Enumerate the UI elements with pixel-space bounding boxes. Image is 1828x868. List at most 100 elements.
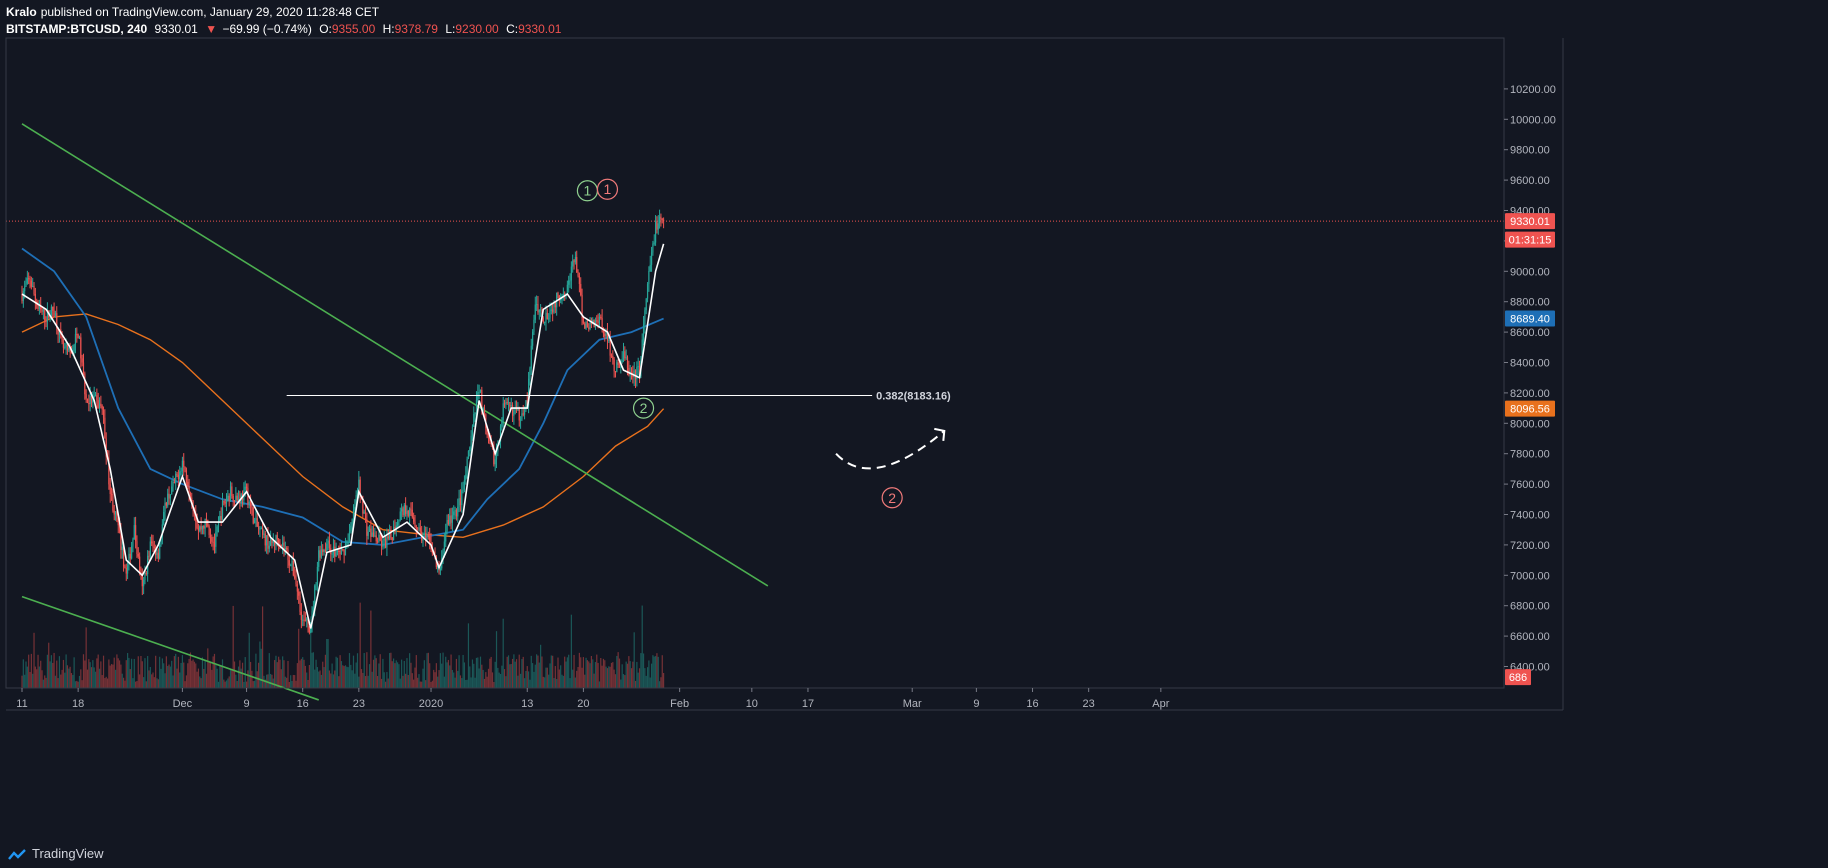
volume-bar xyxy=(548,674,550,688)
volume-bar xyxy=(241,662,244,688)
candle-body xyxy=(135,525,137,542)
candle-body xyxy=(604,333,606,337)
volume-bar xyxy=(581,667,583,688)
candle-body xyxy=(102,409,105,418)
candle-body xyxy=(207,519,209,527)
candle-body xyxy=(249,501,252,507)
candle-body xyxy=(606,331,609,341)
volume-bar xyxy=(473,663,475,688)
candle-body xyxy=(227,495,229,501)
volume-bar xyxy=(32,673,34,688)
x-tick-label: Feb xyxy=(670,698,689,710)
volume-bar xyxy=(486,676,488,688)
volume-bar xyxy=(576,670,578,688)
volume-bar xyxy=(65,654,67,688)
candle-body xyxy=(582,317,584,324)
candle-body xyxy=(164,502,166,513)
candle-body xyxy=(597,321,599,323)
candle-body xyxy=(425,533,427,540)
volume-bar xyxy=(572,669,574,688)
volume-bar xyxy=(84,660,86,688)
candle-body xyxy=(532,331,534,346)
candle-body xyxy=(419,527,421,532)
candle-body xyxy=(168,493,170,499)
volume-bar xyxy=(597,662,599,688)
candle-body xyxy=(197,528,200,531)
candle-body xyxy=(478,391,480,393)
candle-body xyxy=(41,309,43,312)
candle-body xyxy=(34,293,36,302)
x-tick-label: 18 xyxy=(72,698,84,710)
x-tick-label: 20 xyxy=(577,698,589,710)
volume-bar xyxy=(204,660,206,688)
candle-body xyxy=(188,486,190,494)
candle-body xyxy=(481,389,483,409)
tradingview-brand[interactable]: TradingView xyxy=(8,846,104,861)
candle-body xyxy=(608,339,610,341)
candle-body xyxy=(518,408,520,421)
volume-bar xyxy=(566,657,568,688)
volume-bar xyxy=(351,670,353,688)
candle-body xyxy=(116,511,118,522)
candle-body xyxy=(352,510,355,520)
candle-body xyxy=(390,531,392,538)
volume-bar xyxy=(153,677,155,688)
candle-body xyxy=(409,508,411,516)
price-tag-label: 9330.01 xyxy=(1510,216,1550,228)
x-tick-label: 2020 xyxy=(419,698,443,710)
candle-body xyxy=(228,495,230,501)
candle-body xyxy=(439,568,441,571)
candle-body xyxy=(561,295,563,297)
x-tick-label: 17 xyxy=(802,698,814,710)
author-name[interactable]: Kralo xyxy=(6,5,37,19)
y-tick-label: 7800.00 xyxy=(1510,449,1550,461)
candle-body xyxy=(183,460,185,467)
candle-body xyxy=(557,292,559,296)
price-tag-bg xyxy=(1505,213,1555,230)
candle-body xyxy=(235,495,237,502)
volume-bar xyxy=(78,675,81,688)
volume-bar xyxy=(386,672,388,688)
volume-bar xyxy=(340,661,343,688)
candle-body xyxy=(477,392,479,401)
candle-body xyxy=(64,346,66,348)
volume-bar xyxy=(68,668,70,688)
candle-body xyxy=(387,536,389,539)
volume-bar xyxy=(515,659,518,688)
volume-bar xyxy=(443,676,445,688)
volume-bar xyxy=(648,660,650,688)
candle-body xyxy=(470,435,472,448)
candle-body xyxy=(322,549,324,552)
candle-body xyxy=(262,528,264,535)
volume-bar xyxy=(661,655,663,688)
volume-bar xyxy=(308,665,310,688)
volume-bar xyxy=(487,668,490,688)
symbol-name[interactable]: BITSTAMP:BTCUSD, 240 xyxy=(6,22,148,36)
x-tick-label: Dec xyxy=(173,698,193,710)
volume-bar xyxy=(151,674,153,688)
candle-body xyxy=(585,321,587,329)
price-tag-bg xyxy=(1505,231,1555,248)
volume-bar xyxy=(371,671,373,688)
candle-body xyxy=(502,403,504,421)
candle-body xyxy=(108,457,110,485)
candle-body xyxy=(463,479,466,490)
candle-body xyxy=(648,271,650,285)
volume-bar xyxy=(302,657,304,688)
volume-bar xyxy=(157,679,159,688)
candle-body xyxy=(414,521,416,527)
volume-bar xyxy=(534,664,536,688)
candle-body xyxy=(589,322,591,329)
candle-body xyxy=(25,283,27,287)
volume-bar xyxy=(278,656,280,688)
candle-body xyxy=(573,260,575,263)
volume-bar xyxy=(601,665,603,688)
volume-bar xyxy=(219,665,221,688)
x-tick-label: 10 xyxy=(746,698,758,710)
candle-body xyxy=(570,266,572,281)
volume-bar xyxy=(343,666,345,688)
volume-bar xyxy=(540,644,542,688)
volume-bar xyxy=(380,678,383,688)
volume-bar xyxy=(129,669,131,688)
